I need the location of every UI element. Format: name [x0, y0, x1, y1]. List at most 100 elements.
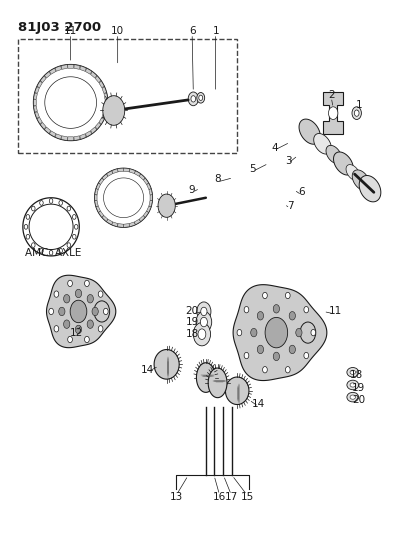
Circle shape	[24, 224, 28, 229]
Bar	[18, 39, 237, 153]
Circle shape	[199, 95, 203, 100]
Circle shape	[75, 325, 82, 334]
Circle shape	[26, 215, 30, 219]
Polygon shape	[55, 134, 61, 139]
Polygon shape	[68, 137, 74, 141]
Circle shape	[72, 215, 76, 219]
Polygon shape	[124, 168, 129, 172]
Text: 20: 20	[352, 395, 365, 405]
Text: 3: 3	[285, 156, 291, 166]
Circle shape	[263, 367, 267, 373]
Polygon shape	[37, 117, 42, 124]
Polygon shape	[55, 66, 61, 71]
Polygon shape	[99, 81, 104, 88]
Circle shape	[244, 352, 249, 359]
Circle shape	[328, 107, 338, 119]
Polygon shape	[129, 169, 135, 174]
Text: 1: 1	[212, 26, 219, 36]
Text: 14: 14	[252, 399, 265, 409]
Circle shape	[311, 329, 316, 336]
Polygon shape	[326, 146, 341, 164]
Text: 4: 4	[271, 142, 278, 152]
Polygon shape	[46, 275, 116, 348]
Circle shape	[87, 295, 93, 303]
Text: 6: 6	[189, 26, 196, 36]
Text: 13: 13	[170, 491, 183, 502]
Polygon shape	[143, 178, 148, 184]
Polygon shape	[150, 195, 152, 201]
Polygon shape	[103, 96, 125, 125]
Circle shape	[257, 312, 264, 320]
Circle shape	[289, 345, 295, 354]
Ellipse shape	[94, 301, 110, 322]
Polygon shape	[50, 131, 56, 137]
Polygon shape	[95, 189, 98, 195]
Circle shape	[304, 306, 308, 313]
Circle shape	[49, 308, 53, 314]
Polygon shape	[134, 171, 141, 176]
Polygon shape	[149, 200, 152, 207]
Circle shape	[103, 308, 108, 314]
Polygon shape	[139, 174, 145, 180]
Polygon shape	[154, 350, 179, 379]
Polygon shape	[104, 106, 108, 112]
Polygon shape	[314, 133, 331, 154]
Polygon shape	[44, 71, 51, 78]
Circle shape	[59, 307, 65, 316]
Circle shape	[32, 206, 35, 211]
Polygon shape	[233, 285, 327, 381]
Circle shape	[40, 248, 43, 253]
Polygon shape	[346, 165, 360, 181]
Text: AMC  AXLE: AMC AXLE	[25, 248, 81, 259]
Polygon shape	[139, 215, 145, 222]
Circle shape	[263, 292, 267, 298]
Circle shape	[32, 243, 35, 247]
Ellipse shape	[350, 370, 356, 374]
Polygon shape	[129, 222, 135, 227]
Circle shape	[54, 291, 59, 297]
Polygon shape	[124, 224, 129, 228]
Polygon shape	[95, 168, 152, 228]
Circle shape	[286, 367, 290, 373]
Text: 9: 9	[189, 185, 196, 195]
Polygon shape	[95, 195, 97, 201]
Polygon shape	[118, 224, 124, 228]
Polygon shape	[96, 183, 101, 190]
Polygon shape	[99, 117, 104, 124]
Polygon shape	[61, 136, 67, 141]
Text: 19: 19	[352, 383, 365, 393]
Text: 6: 6	[299, 188, 305, 197]
Circle shape	[75, 289, 82, 298]
Text: 5: 5	[249, 164, 256, 174]
Circle shape	[354, 110, 359, 116]
Text: 16: 16	[213, 491, 226, 502]
Circle shape	[26, 235, 30, 239]
Polygon shape	[134, 219, 141, 225]
Ellipse shape	[347, 392, 359, 402]
Polygon shape	[102, 215, 108, 222]
Circle shape	[196, 311, 212, 333]
Polygon shape	[143, 211, 148, 217]
Circle shape	[54, 326, 59, 332]
Polygon shape	[86, 131, 92, 137]
Circle shape	[237, 329, 242, 336]
Text: 8: 8	[214, 174, 221, 184]
Polygon shape	[147, 183, 151, 190]
Polygon shape	[324, 92, 343, 134]
Circle shape	[98, 326, 103, 332]
Polygon shape	[359, 175, 381, 202]
Polygon shape	[96, 206, 101, 213]
Text: 12: 12	[70, 328, 83, 337]
Circle shape	[64, 320, 70, 328]
Polygon shape	[23, 198, 79, 256]
Polygon shape	[95, 123, 101, 130]
Circle shape	[92, 307, 98, 316]
Polygon shape	[112, 222, 118, 227]
Circle shape	[273, 304, 280, 313]
Circle shape	[68, 336, 72, 343]
Polygon shape	[34, 93, 37, 99]
Polygon shape	[149, 189, 152, 195]
Polygon shape	[102, 174, 108, 180]
Polygon shape	[40, 123, 46, 130]
Circle shape	[251, 328, 257, 337]
